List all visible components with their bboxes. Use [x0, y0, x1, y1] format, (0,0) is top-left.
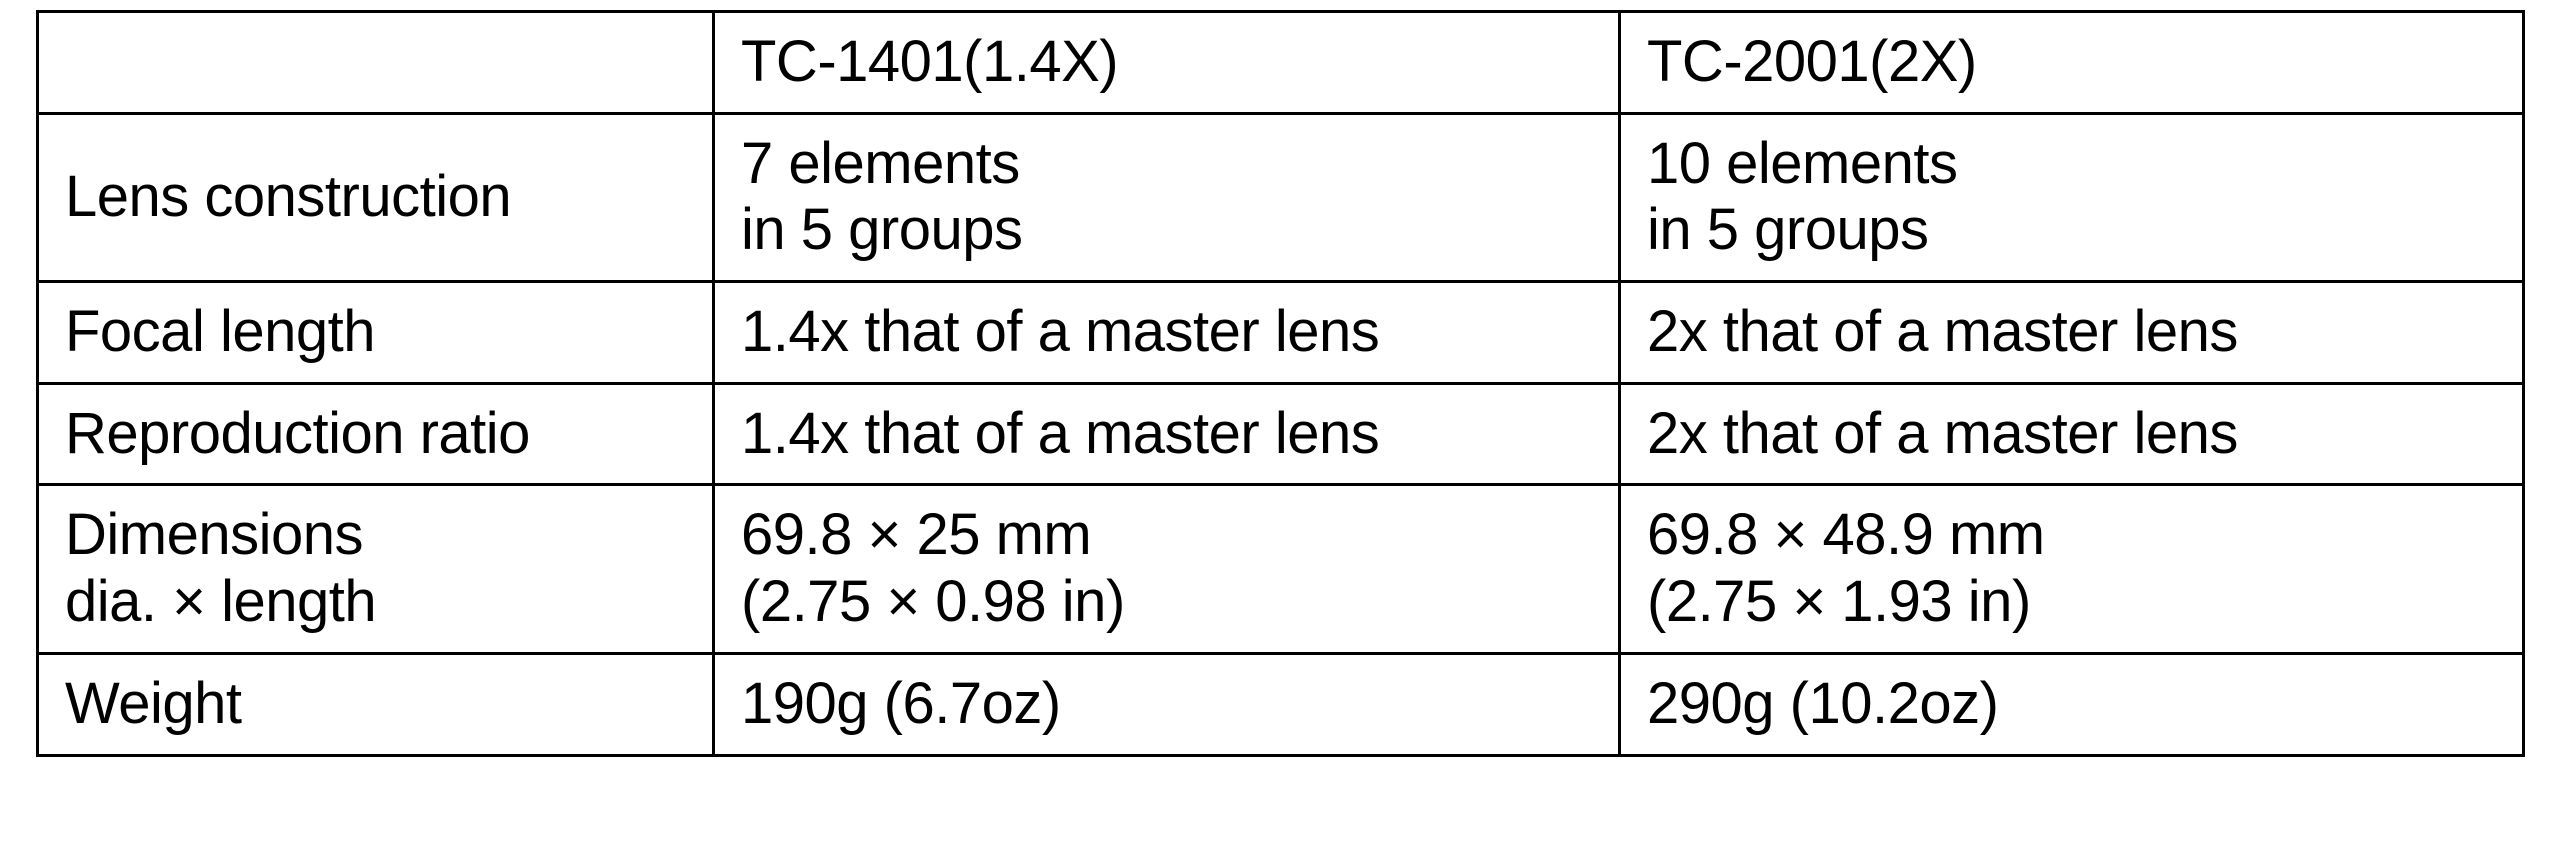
text-line: 10 elements: [1647, 131, 1957, 196]
cell-dimensions-tc1401: 69.8 × 25 mm (2.75 × 0.98 in): [714, 485, 1620, 653]
text-line: dia. × length: [65, 569, 376, 634]
row-reproduction-ratio: Reproduction ratio 1.4x that of a master…: [38, 383, 2524, 485]
row-label-focal-length: Focal length: [38, 282, 714, 384]
cell-lens-construction-tc1401: 7 elements in 5 groups: [714, 113, 1620, 281]
row-label-dimensions: Dimensions dia. × length: [38, 485, 714, 653]
cell-focal-length-tc2001: 2x that of a master lens: [1620, 282, 2524, 384]
row-focal-length: Focal length 1.4x that of a master lens …: [38, 282, 2524, 384]
text-line: 69.8 × 48.9 mm: [1647, 502, 2045, 567]
header-blank-cell: [38, 12, 714, 114]
cell-weight-tc2001: 290g (10.2oz): [1620, 653, 2524, 755]
spec-table: TC-1401(1.4X) TC-2001(2X) Lens construct…: [36, 10, 2525, 757]
text-line: 7 elements: [741, 131, 1020, 196]
header-col-tc2001: TC-2001(2X): [1620, 12, 2524, 114]
text-line: Dimensions: [65, 502, 363, 567]
text-line: (2.75 × 1.93 in): [1647, 569, 2031, 634]
cell-weight-tc1401: 190g (6.7oz): [714, 653, 1620, 755]
row-label-reproduction-ratio: Reproduction ratio: [38, 383, 714, 485]
text-line: 69.8 × 25 mm: [741, 502, 1091, 567]
table-header-row: TC-1401(1.4X) TC-2001(2X): [38, 12, 2524, 114]
row-weight: Weight 190g (6.7oz) 290g (10.2oz): [38, 653, 2524, 755]
cell-dimensions-tc2001: 69.8 × 48.9 mm (2.75 × 1.93 in): [1620, 485, 2524, 653]
cell-lens-construction-tc2001: 10 elements in 5 groups: [1620, 113, 2524, 281]
row-label-lens-construction: Lens construction: [38, 113, 714, 281]
text-line: in 5 groups: [741, 197, 1022, 262]
row-lens-construction: Lens construction 7 elements in 5 groups…: [38, 113, 2524, 281]
cell-reproduction-ratio-tc2001: 2x that of a master lens: [1620, 383, 2524, 485]
row-label-weight: Weight: [38, 653, 714, 755]
row-dimensions: Dimensions dia. × length 69.8 × 25 mm (2…: [38, 485, 2524, 653]
text-line: in 5 groups: [1647, 197, 1928, 262]
cell-reproduction-ratio-tc1401: 1.4x that of a master lens: [714, 383, 1620, 485]
text-line: (2.75 × 0.98 in): [741, 569, 1125, 634]
cell-focal-length-tc1401: 1.4x that of a master lens: [714, 282, 1620, 384]
header-col-tc1401: TC-1401(1.4X): [714, 12, 1620, 114]
